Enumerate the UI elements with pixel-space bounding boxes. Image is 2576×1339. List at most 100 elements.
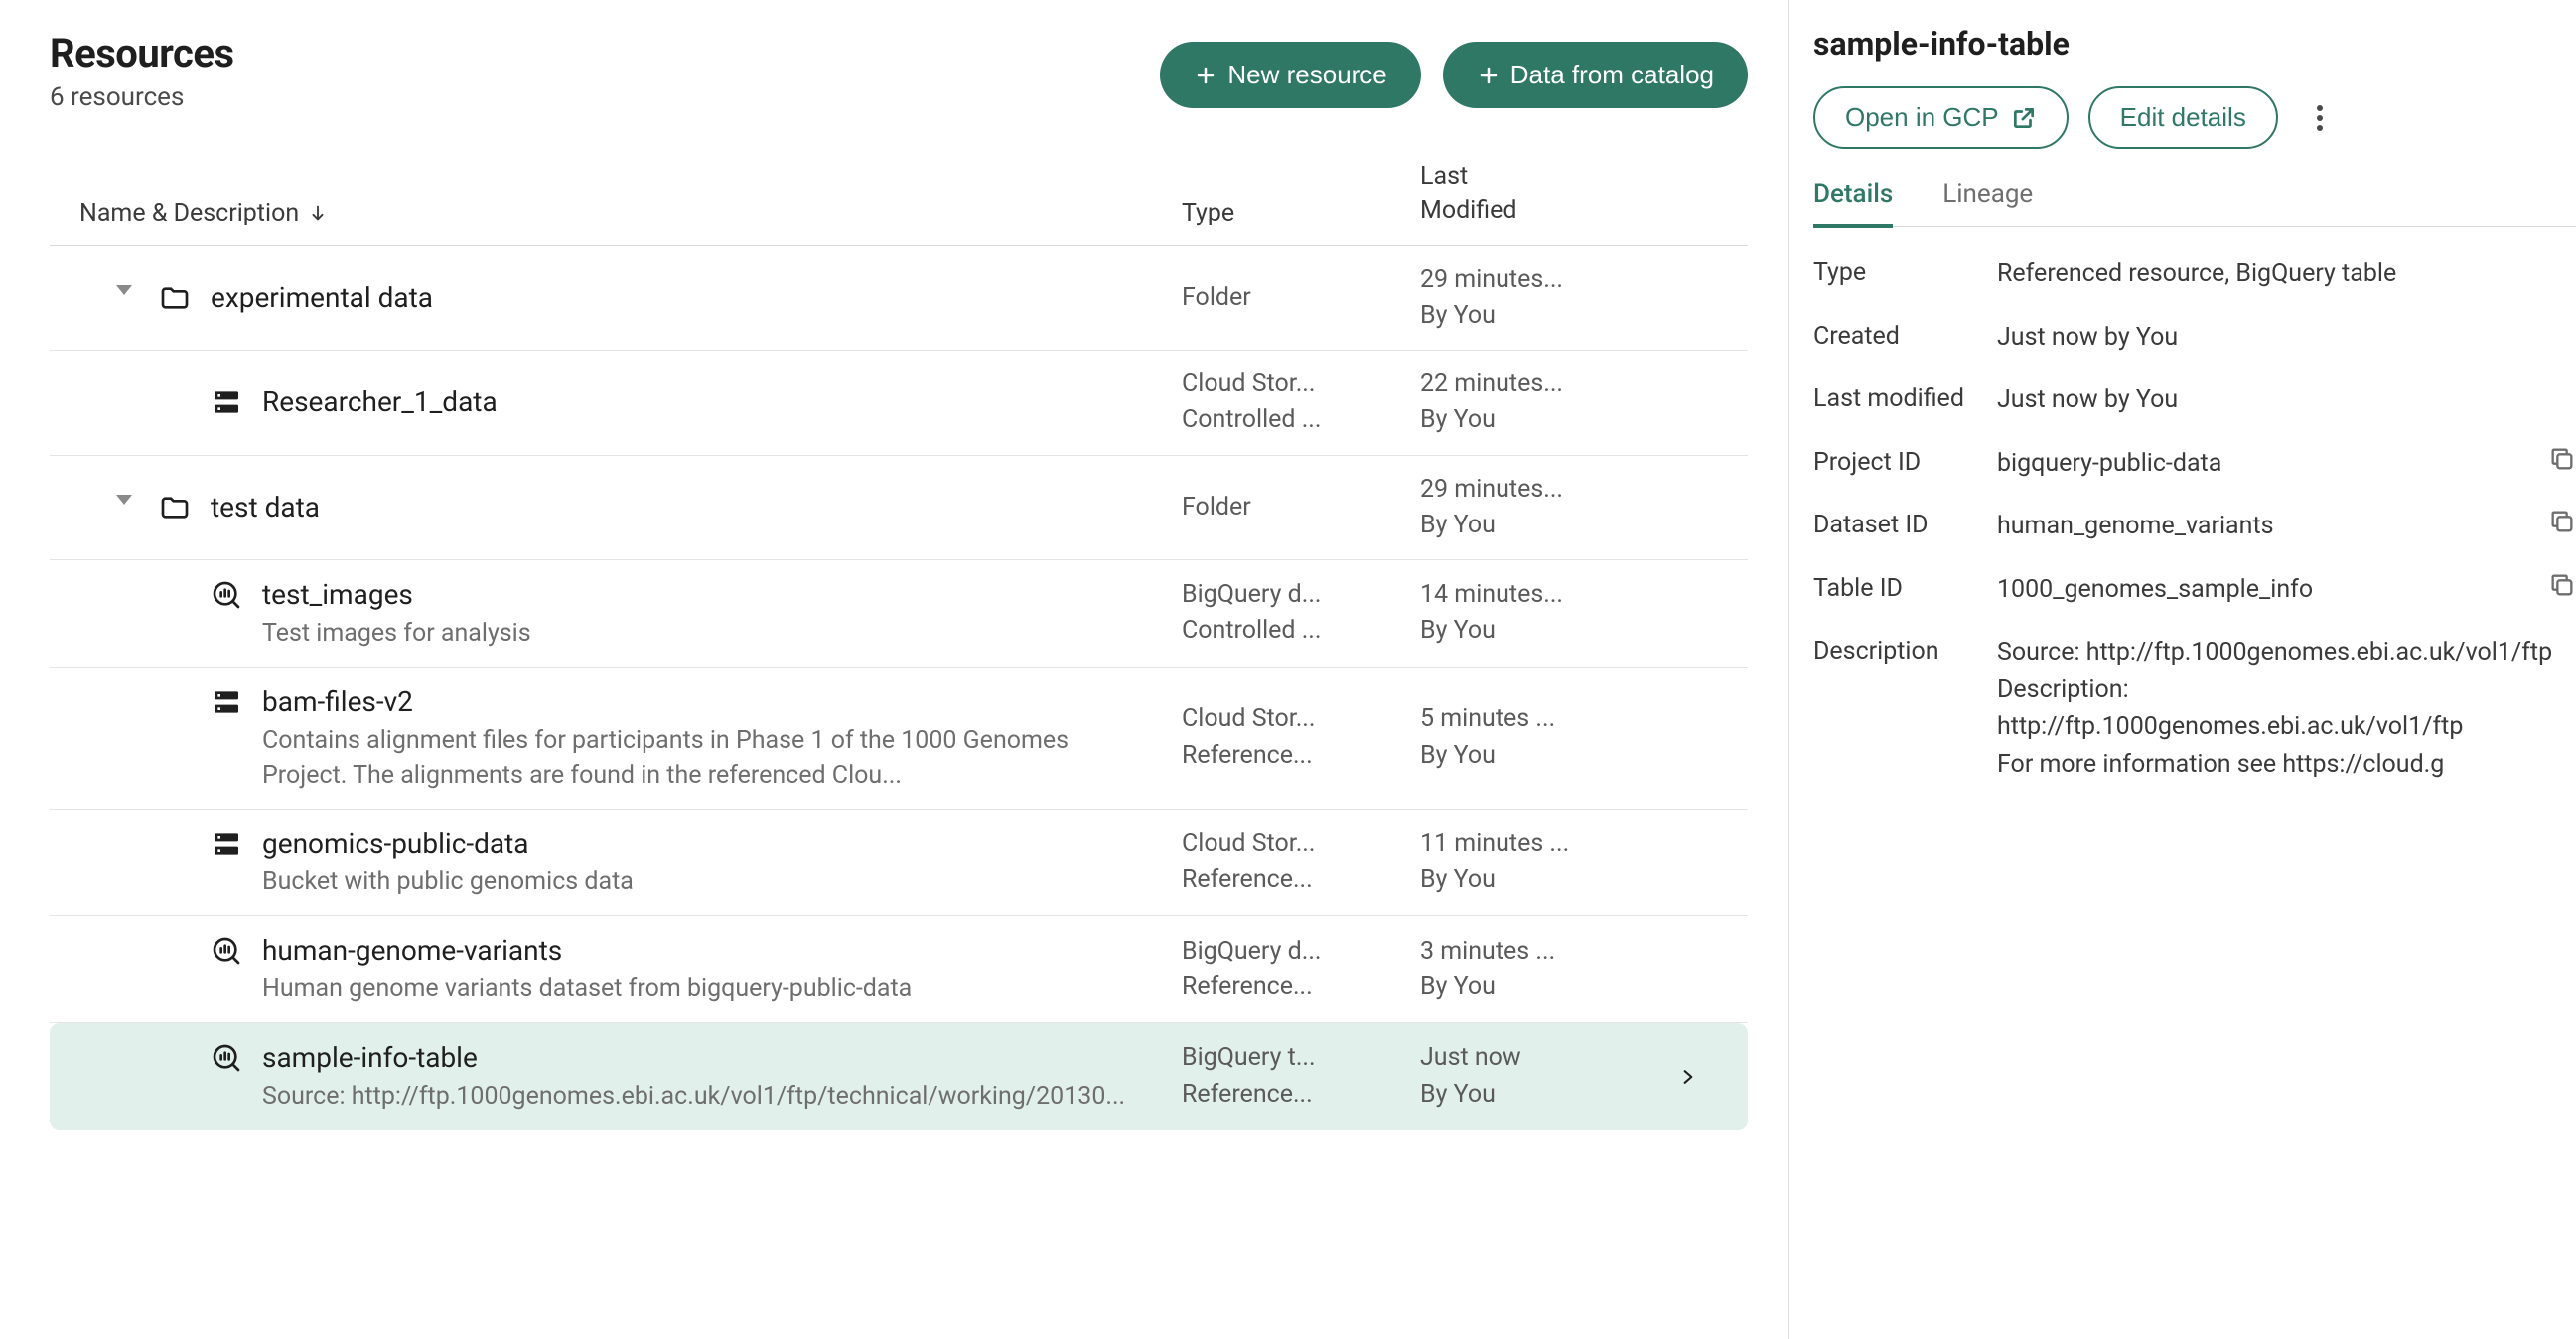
detail-label: Type (1813, 255, 1987, 290)
modified-time: Just now (1420, 1040, 1648, 1076)
copy-icon (2548, 445, 2576, 473)
resource-name: human-genome-variants (262, 932, 912, 969)
bqsearch-icon (211, 1042, 242, 1074)
main-panel: Resources 6 resources New resource Data … (0, 0, 1788, 1339)
storage-icon (211, 686, 242, 718)
detail-label: Table ID (1813, 571, 1987, 606)
copy-button[interactable] (2548, 571, 2576, 599)
detail-row: Created Just now by You (1813, 319, 2576, 357)
table-row[interactable]: human-genome-variantsHuman genome varian… (50, 916, 1748, 1023)
modified-time: 22 minutes... (1420, 367, 1648, 402)
type-line1: BigQuery d... (1182, 934, 1400, 969)
copy-icon (2548, 571, 2576, 599)
new-resource-label: New resource (1227, 60, 1386, 90)
details-tabs: Details Lineage (1813, 179, 2576, 227)
chevron-right-icon (1678, 1067, 1698, 1087)
plus-icon (1194, 64, 1217, 87)
resource-name: bam-files-v2 (262, 683, 1152, 721)
type-line2: Reference... (1182, 738, 1400, 774)
detail-row: Dataset IDhuman_genome_variants (1813, 508, 2576, 545)
resource-name: sample-info-table (262, 1039, 1125, 1077)
detail-value: Source: http://ftp.1000genomes.ebi.ac.uk… (1997, 634, 2576, 783)
detail-value: Just now by You (1997, 319, 2576, 357)
detail-row: Type Referenced resource, BigQuery table (1813, 255, 2576, 293)
type-line1: BigQuery t... (1182, 1040, 1400, 1076)
column-name-header[interactable]: Name & Description (79, 199, 1182, 227)
table-row[interactable]: test dataFolder29 minutes...By You (50, 456, 1748, 561)
modified-cell: 22 minutes...By You (1420, 367, 1658, 439)
copy-icon (2548, 508, 2576, 535)
resource-count: 6 resources (50, 82, 234, 112)
table-row[interactable]: sample-info-tableSource: http://ftp.1000… (50, 1023, 1748, 1130)
detail-label: Dataset ID (1813, 508, 1987, 542)
copy-button[interactable] (2548, 445, 2576, 473)
type-cell: Cloud Stor...Reference... (1182, 701, 1420, 774)
detail-value: Just now by You (1997, 381, 2576, 419)
resource-description: Bucket with public genomics data (262, 864, 634, 899)
row-chevron[interactable] (1658, 1067, 1718, 1087)
detail-label: Created (1813, 319, 1987, 354)
header-actions: New resource Data from catalog (1160, 30, 1748, 108)
modified-by: By You (1420, 969, 1648, 1005)
detail-label: Description (1813, 634, 1987, 669)
modified-time: 29 minutes... (1420, 262, 1648, 298)
name-cell: genomics-public-dataBucket with public g… (50, 825, 1182, 900)
expand-toggle[interactable] (109, 489, 139, 505)
modified-by: By You (1420, 298, 1648, 334)
type-line1: BigQuery d... (1182, 577, 1400, 613)
external-link-icon (2011, 105, 2037, 131)
modified-time: 11 minutes ... (1420, 826, 1648, 862)
resource-name: test data (211, 489, 320, 526)
title-block: Resources 6 resources (50, 30, 234, 112)
main-header: Resources 6 resources New resource Data … (50, 30, 1748, 112)
modified-by: By You (1420, 508, 1648, 543)
column-modified-header[interactable]: Last Modified (1420, 160, 1658, 227)
column-type-header[interactable]: Type (1182, 199, 1420, 227)
table-row[interactable]: experimental dataFolder29 minutes...By Y… (50, 246, 1748, 352)
data-from-catalog-button[interactable]: Data from catalog (1443, 42, 1748, 108)
bqsearch-icon (211, 935, 242, 967)
resource-description: Contains alignment files for participant… (262, 723, 1152, 793)
details-list: Type Referenced resource, BigQuery table C… (1813, 255, 2576, 783)
detail-label: Last modified (1813, 381, 1987, 416)
modified-cell: 29 minutes...By You (1420, 262, 1658, 335)
tab-details[interactable]: Details (1813, 179, 1893, 228)
type-line1: Cloud Stor... (1182, 826, 1400, 862)
detail-row: Table ID 1000_genomes_sample_info (1813, 571, 2576, 609)
table-row[interactable]: genomics-public-dataBucket with public g… (50, 810, 1748, 917)
table-row[interactable]: test_imagesTest images for analysis BigQu… (50, 560, 1748, 668)
resource-description: Test images for analysis (262, 616, 531, 651)
edit-details-button[interactable]: Edit details (2088, 86, 2278, 149)
table-header: Name & Description Type Last Modified (50, 142, 1748, 246)
kebab-icon (2316, 104, 2324, 132)
resource-description: Human genome variants dataset from bigqu… (262, 971, 912, 1006)
modified-cell: 3 minutes ...By You (1420, 934, 1658, 1006)
detail-row: Last modified Just now by You (1813, 381, 2576, 419)
detail-value: bigquery-public-data (1997, 445, 2532, 483)
type-cell: Folder (1182, 280, 1420, 316)
tab-lineage[interactable]: Lineage (1942, 179, 2033, 228)
page-title: Resources (50, 30, 234, 76)
modified-time: 3 minutes ... (1420, 934, 1648, 969)
resource-name: test_images (262, 576, 531, 614)
table-row[interactable]: bam-files-v2Contains alignment files for… (50, 668, 1748, 810)
resource-name: genomics-public-data (262, 825, 634, 863)
detail-value: 1000_genomes_sample_info (1997, 571, 2532, 609)
name-cell: experimental data (50, 279, 1182, 317)
name-cell: Researcher_1_data (50, 383, 1182, 421)
type-cell: Cloud Stor...Reference... (1182, 826, 1420, 899)
table-row[interactable]: Researcher_1_dataCloud Stor...Controlled… (50, 351, 1748, 456)
open-in-gcp-button[interactable]: Open in GCP (1813, 86, 2069, 149)
modified-cell: 29 minutes...By You (1420, 472, 1658, 544)
sort-down-icon (307, 202, 329, 223)
more-actions-button[interactable] (2298, 96, 2342, 140)
type-cell: BigQuery t...Reference... (1182, 1040, 1420, 1113)
folder-icon (159, 282, 191, 314)
new-resource-button[interactable]: New resource (1160, 42, 1420, 108)
copy-button[interactable] (2548, 508, 2576, 535)
expand-toggle[interactable] (109, 279, 139, 295)
modified-time: 5 minutes ... (1420, 701, 1648, 737)
detail-value: Referenced resource, BigQuery table (1997, 255, 2576, 293)
storage-icon (211, 828, 242, 860)
bqsearch-icon (211, 579, 242, 611)
